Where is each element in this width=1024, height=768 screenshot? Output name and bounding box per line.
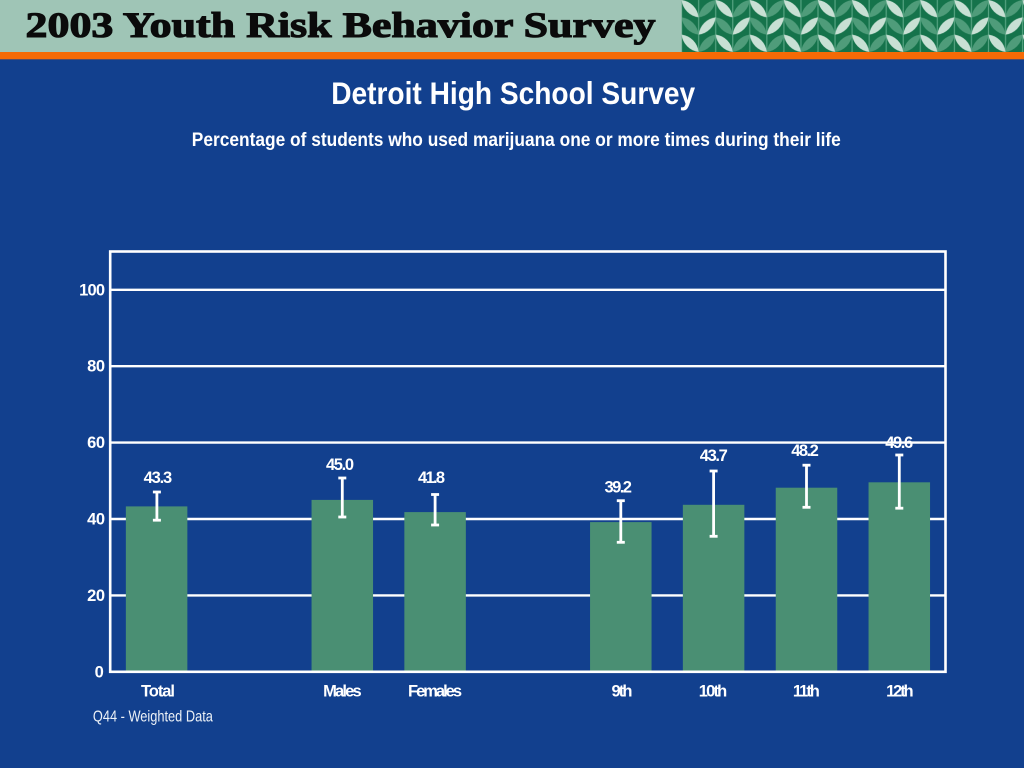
svg-text:80: 80	[87, 358, 105, 376]
svg-text:11th: 11th	[793, 682, 820, 700]
svg-text:49.6: 49.6	[885, 434, 913, 452]
svg-text:100: 100	[79, 281, 105, 299]
svg-text:45.0: 45.0	[326, 456, 354, 474]
svg-text:48.2: 48.2	[791, 442, 819, 460]
svg-text:Males: Males	[323, 682, 362, 700]
svg-text:Detroit High School Survey: Detroit High School Survey	[331, 75, 695, 111]
svg-text:Q44 - Weighted Data: Q44 - Weighted Data	[93, 709, 213, 726]
svg-text:40: 40	[87, 511, 105, 529]
svg-text:Total: Total	[141, 682, 175, 700]
svg-text:12th: 12th	[886, 682, 914, 700]
svg-text:2003 Youth Risk Behavior Surve: 2003 Youth Risk Behavior Survey	[26, 5, 656, 45]
svg-text:43.7: 43.7	[700, 447, 728, 465]
svg-text:Percentage of students who use: Percentage of students who used marijuan…	[192, 130, 841, 151]
svg-text:20: 20	[87, 587, 105, 605]
svg-text:39.2: 39.2	[604, 479, 632, 497]
svg-text:60: 60	[87, 434, 105, 452]
svg-text:41.8: 41.8	[418, 469, 445, 487]
svg-text:43.3: 43.3	[144, 469, 173, 487]
svg-text:Females: Females	[408, 682, 462, 700]
svg-text:9th: 9th	[612, 682, 633, 700]
svg-text:0: 0	[95, 663, 104, 681]
svg-text:10th: 10th	[699, 682, 728, 700]
